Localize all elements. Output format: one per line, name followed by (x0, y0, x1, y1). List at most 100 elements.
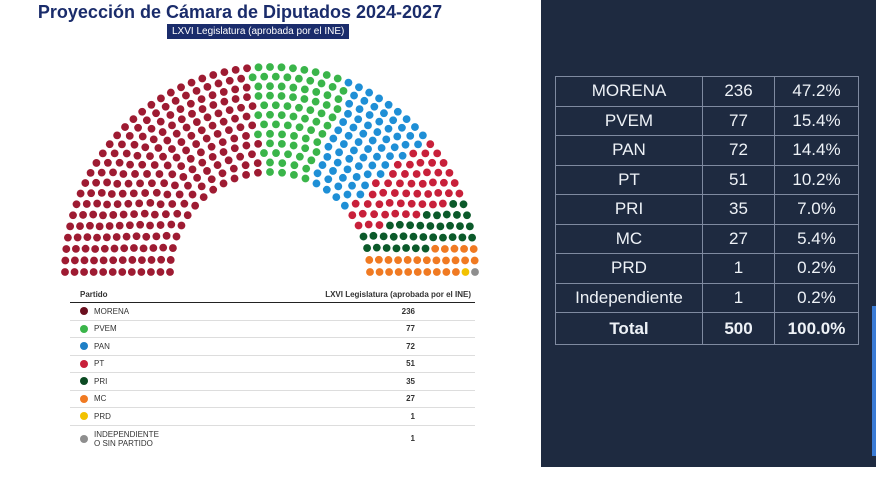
summary-row: PRD 1 0.2% (555, 253, 859, 284)
legend-seat-count: 236 (401, 306, 415, 316)
seat-dot (401, 140, 410, 149)
summary-percent-cell: 100.0% (774, 312, 859, 345)
seat-dot (324, 142, 333, 151)
seat-dot (334, 182, 343, 191)
seat-dot (198, 74, 207, 83)
legend-seat-count: 35 (406, 376, 415, 386)
seat-dot (406, 131, 415, 140)
seat-dot (229, 164, 238, 173)
seat-dot (375, 117, 384, 126)
seat-dot (166, 88, 175, 97)
seat-dot (91, 245, 100, 253)
chart-title: Proyección de Cámara de Diputados 2024-2… (37, 2, 443, 22)
seat-dot (132, 232, 141, 241)
seat-dot (140, 209, 149, 218)
chart-subtitle: LXVI Legislatura (aprobada por el INE) (167, 24, 350, 39)
seat-dot (110, 244, 119, 253)
seat-dot (70, 268, 79, 276)
seat-dot (133, 151, 142, 160)
seat-dot (461, 268, 470, 276)
summary-seats-cell: 1 (702, 282, 775, 313)
seat-dot (87, 189, 96, 198)
seat-dot (184, 181, 192, 190)
seat-dot (398, 151, 407, 160)
seat-dot (105, 140, 114, 149)
seat-dot (124, 199, 133, 208)
seat-dot (439, 233, 447, 242)
seat-dot (98, 149, 107, 158)
legend-swatch (80, 434, 88, 443)
seat-dot (219, 148, 228, 156)
seat-dot (413, 189, 422, 198)
seat-dot (307, 156, 316, 165)
seat-dot (187, 131, 196, 140)
seat-dot (407, 179, 416, 188)
seat-dot (404, 268, 413, 276)
seat-dot (374, 255, 383, 264)
seat-dot (295, 123, 304, 132)
seat-dot (453, 211, 461, 219)
seat-dot (118, 268, 127, 276)
seat-dot (348, 181, 356, 190)
summary-percent-cell: 47.2% (774, 76, 859, 107)
seat-dot (203, 167, 211, 175)
seat-dot (237, 103, 245, 112)
summary-party-cell: MC (555, 223, 703, 254)
seat-dot (381, 161, 390, 169)
seat-dot (402, 189, 411, 198)
seat-dot (224, 156, 233, 165)
seat-dot (424, 190, 433, 198)
summary-seats-cell: 236 (702, 76, 775, 107)
seat-dot (365, 88, 374, 97)
seat-dot (155, 170, 164, 178)
seat-dot (93, 199, 102, 208)
seat-dot (372, 243, 381, 252)
summary-seats-cell: 72 (702, 135, 775, 166)
seat-dot (208, 121, 217, 130)
seat-dot (70, 256, 79, 265)
seat-dot (146, 199, 155, 207)
seat-dot (260, 149, 268, 157)
seat-dot (168, 200, 177, 208)
seat-dot (375, 268, 384, 276)
seat-dot (386, 221, 394, 230)
seat-dot (80, 256, 89, 265)
seat-dot (416, 221, 425, 230)
seat-dot (333, 74, 342, 83)
seat-dot (254, 63, 263, 72)
seat-dot (384, 124, 393, 133)
seat-dot (141, 143, 150, 152)
seat-dot (142, 116, 151, 125)
seat-dot (365, 111, 374, 119)
seat-dot (243, 64, 251, 73)
seat-dot (344, 78, 353, 87)
seat-dot (422, 256, 431, 265)
legend-row: INDEPENDIENTE O SIN PARTIDO 1 (70, 426, 475, 452)
seat-dot (177, 221, 186, 230)
seat-dot (248, 73, 257, 82)
seat-dot (183, 211, 192, 220)
seat-dot (290, 171, 298, 179)
seat-dot (81, 244, 90, 253)
seat-dot (354, 115, 363, 124)
seat-dot (406, 221, 415, 230)
seat-dot (135, 199, 144, 208)
seat-dot (366, 268, 374, 276)
seat-dot (295, 103, 303, 112)
legend-seat-count: 72 (406, 341, 415, 351)
seat-dot (241, 161, 250, 170)
seat-dot (97, 168, 106, 177)
seat-dot (365, 256, 374, 264)
seat-dot (113, 200, 122, 209)
seat-dot (159, 152, 167, 161)
seat-dot (169, 244, 177, 252)
summary-party-cell: Total (555, 312, 703, 345)
seat-dot (406, 160, 414, 169)
seat-dot (423, 268, 432, 276)
seat-dot (277, 111, 286, 120)
seat-dot (218, 169, 227, 178)
seat-dot (421, 149, 430, 158)
seat-dot (329, 167, 337, 175)
seat-dot (349, 123, 358, 132)
summary-party-cell: MORENA (555, 76, 703, 107)
